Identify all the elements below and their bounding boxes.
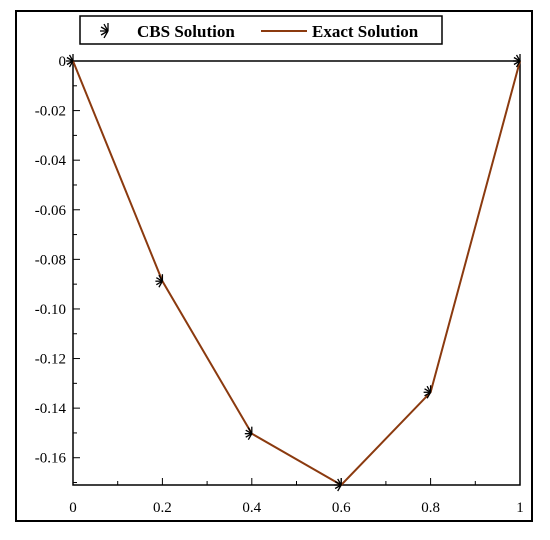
cbs-solution-point [244, 426, 253, 441]
chart-frame [15, 10, 533, 522]
legend-label-cbs: CBS Solution [137, 22, 235, 41]
x-tick-label: 0.6 [332, 500, 351, 516]
cbs-solution-point [66, 54, 74, 68]
legend-star-icon [100, 23, 109, 39]
y-tick-label: -0.02 [35, 104, 66, 120]
exact-solution-line [72, 60, 521, 487]
y-tick-label: -0.16 [35, 451, 67, 467]
cbs-solution-point [423, 385, 432, 399]
x-tick-label: 0 [69, 500, 77, 516]
legend: CBS Solution Exact Solution [79, 15, 443, 45]
y-tick-label: -0.06 [35, 203, 67, 219]
y-tick-label: 0 [59, 54, 67, 70]
x-tick-label: 0.8 [421, 500, 440, 516]
x-tick-label: 0.4 [242, 500, 261, 516]
cbs-solution-point [513, 54, 521, 68]
y-tick-label: -0.08 [35, 252, 66, 268]
axes: 0 0.2 0.4 0.6 0.8 1 0 -0.02 -0.04 -0.06 -0.08 -0.10… [35, 54, 524, 516]
exact-solution-series [72, 60, 521, 487]
cbs-solution-series [66, 54, 521, 492]
y-tick-label: -0.12 [35, 352, 66, 368]
cbs-solution-point [334, 478, 342, 492]
plot-area-border [72, 60, 521, 486]
y-tick-label: -0.14 [35, 401, 67, 417]
cbs-solution-point [155, 274, 164, 288]
legend-label-exact: Exact Solution [312, 22, 419, 41]
x-tick-label: 0.2 [153, 500, 172, 516]
x-tick-label: 1 [516, 500, 524, 516]
legend-star-marker [100, 23, 109, 39]
y-tick-label: -0.10 [35, 302, 66, 318]
y-tick-label: -0.04 [35, 153, 67, 169]
